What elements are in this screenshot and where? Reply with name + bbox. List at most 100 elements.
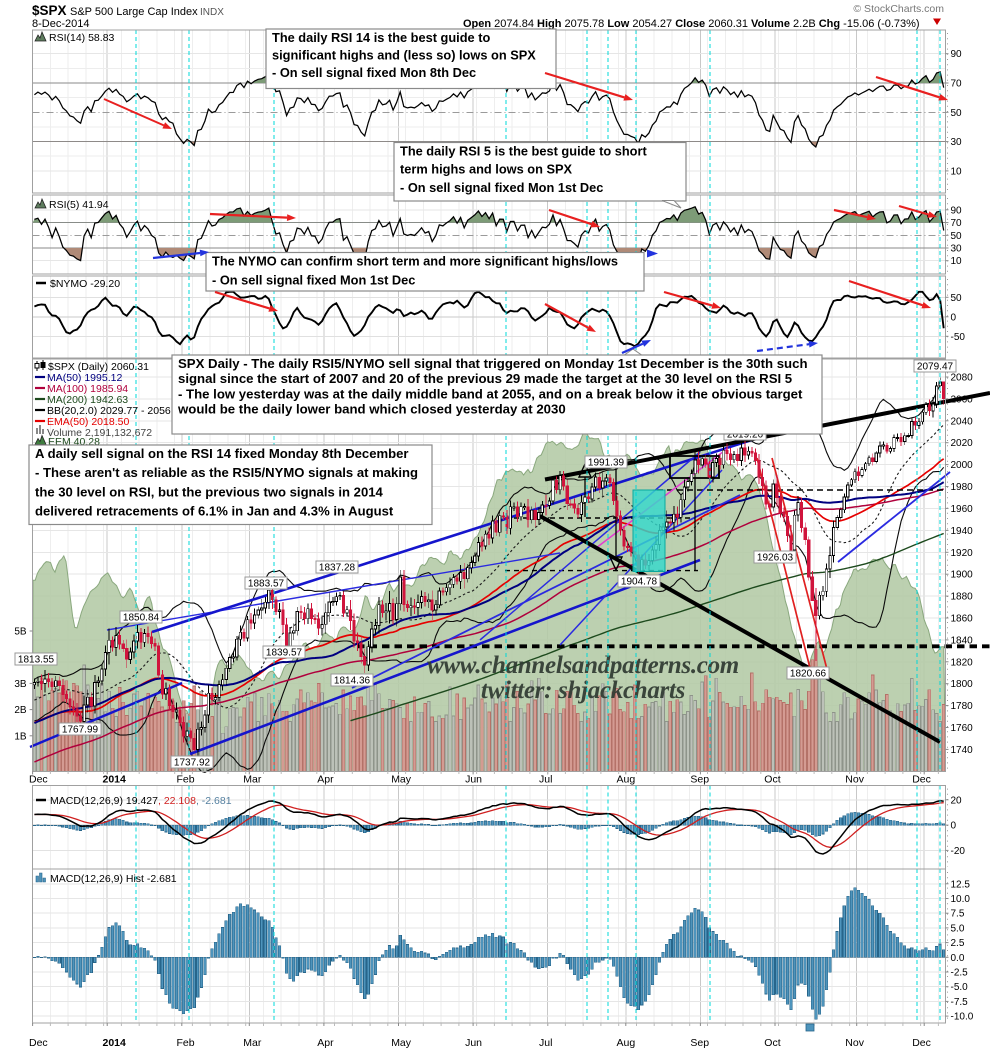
svg-text:MACD(12,26,9) Hist -2.681: MACD(12,26,9) Hist -2.681 [50, 873, 177, 885]
svg-text:www.channelsandpatterns.com: www.channelsandpatterns.com [427, 652, 739, 679]
svg-text:12.5: 12.5 [951, 879, 971, 890]
svg-text:S&P 500 Large Cap Index: S&P 500 Large Cap Index [70, 6, 198, 18]
svg-text:May: May [391, 774, 412, 786]
svg-text:1800: 1800 [951, 679, 974, 690]
svg-text:Oct: Oct [764, 774, 780, 786]
svg-text:0.0: 0.0 [951, 953, 965, 964]
svg-text:Feb: Feb [177, 1037, 195, 1049]
svg-text:1920: 1920 [951, 548, 974, 559]
svg-text:The NYMO can confirm short ter: The NYMO can confirm short term and more… [212, 254, 618, 269]
svg-text:Aug: Aug [617, 774, 636, 786]
svg-text:2000: 2000 [951, 460, 974, 471]
svg-text:INDX: INDX [200, 7, 224, 18]
svg-text:50: 50 [951, 108, 963, 119]
svg-text:1820.66: 1820.66 [790, 669, 827, 680]
svg-text:1860: 1860 [951, 614, 974, 625]
svg-text:Dec: Dec [912, 1037, 931, 1049]
svg-text:- On sell signal fixed Mon 1st: - On sell signal fixed Mon 1st Dec [400, 180, 603, 195]
svg-text:Jul: Jul [539, 774, 552, 786]
svg-text:-2.5: -2.5 [951, 968, 969, 979]
svg-text:1850.84: 1850.84 [123, 613, 160, 624]
svg-text:2040: 2040 [951, 416, 974, 427]
svg-text:-50: -50 [951, 332, 966, 343]
svg-text:Apr: Apr [317, 1037, 334, 1049]
svg-text:30: 30 [951, 244, 963, 255]
svg-text:Mar: Mar [243, 1037, 262, 1049]
svg-text:© StockCharts.com: © StockCharts.com [853, 3, 944, 15]
svg-text:10: 10 [951, 166, 963, 177]
svg-text:EMA(50) 2018.50: EMA(50) 2018.50 [47, 416, 129, 428]
svg-text:2079.47: 2079.47 [917, 362, 954, 373]
svg-text:70: 70 [951, 79, 963, 90]
svg-text:MA(200) 1942.63: MA(200) 1942.63 [47, 394, 128, 406]
svg-text:-7.5: -7.5 [951, 997, 969, 1008]
svg-text:Mar: Mar [243, 774, 262, 786]
svg-text:RSI(5) 41.94: RSI(5) 41.94 [49, 199, 109, 211]
svg-text:2019.26: 2019.26 [727, 430, 764, 441]
svg-text:- On sell signal fixed Mon 1st: - On sell signal fixed Mon 1st Dec [212, 273, 415, 288]
svg-text:2B: 2B [14, 705, 27, 716]
svg-text:1940: 1940 [951, 526, 974, 537]
svg-text:Dec: Dec [29, 774, 48, 786]
svg-text:1900: 1900 [951, 570, 974, 581]
svg-text:2020: 2020 [951, 438, 974, 449]
svg-text:-20: -20 [951, 846, 966, 857]
svg-text:1820: 1820 [951, 657, 974, 668]
svg-text:5.0: 5.0 [951, 923, 965, 934]
svg-text:The daily RSI 5 is the best gu: The daily RSI 5 is the best guide to sho… [400, 144, 647, 159]
svg-text:8-Dec-2014: 8-Dec-2014 [32, 18, 89, 30]
svg-text:significant highs and (less so: significant highs and (less so) lows on … [272, 48, 536, 63]
svg-text:20: 20 [951, 795, 963, 806]
svg-text:1813.55: 1813.55 [18, 655, 55, 666]
svg-text:2014: 2014 [103, 774, 127, 786]
svg-text:SPX Daily - The daily RSI5/NYM: SPX Daily - The daily RSI5/NYMO sell sig… [178, 356, 808, 371]
svg-text:Sep: Sep [690, 1037, 709, 1049]
svg-text:1926.03: 1926.03 [757, 553, 794, 564]
svg-text:-10.0: -10.0 [951, 1012, 974, 1023]
svg-text:would be the daily lower band: would be the daily lower band which clos… [177, 402, 566, 417]
svg-text:$NYMO -29.20: $NYMO -29.20 [50, 278, 120, 290]
svg-text:1880: 1880 [951, 592, 974, 603]
svg-text:Nov: Nov [845, 774, 864, 786]
svg-text:2080: 2080 [951, 373, 974, 384]
svg-text:Feb: Feb [177, 774, 195, 786]
svg-text:Volume 2,191,132,672: Volume 2,191,132,672 [47, 427, 152, 439]
svg-text:2.5: 2.5 [951, 938, 965, 949]
svg-text:70: 70 [951, 218, 963, 229]
svg-text:- The low yesterday was at the: - The low yesterday was at the daily mid… [178, 386, 803, 401]
svg-text:50: 50 [951, 231, 963, 242]
svg-text:$SPX (Daily) 2060.31: $SPX (Daily) 2060.31 [48, 361, 149, 373]
svg-text:1767.99: 1767.99 [62, 725, 99, 736]
svg-text:1B: 1B [14, 731, 27, 742]
svg-text:$SPX: $SPX [32, 3, 67, 18]
svg-text:1839.57: 1839.57 [266, 648, 303, 659]
svg-text:-5.0: -5.0 [951, 982, 969, 993]
svg-text:1840: 1840 [951, 635, 974, 646]
svg-text:0: 0 [951, 312, 957, 323]
svg-text:Aug: Aug [617, 1037, 636, 1049]
svg-text:Dec: Dec [912, 774, 931, 786]
svg-text:2014: 2014 [103, 1037, 127, 1049]
svg-text:90: 90 [951, 205, 963, 216]
svg-text:1837.28: 1837.28 [319, 563, 356, 574]
svg-text:2060: 2060 [951, 394, 974, 405]
svg-text:RSI(14) 58.83: RSI(14) 58.83 [49, 32, 115, 44]
svg-text:Apr: Apr [317, 774, 334, 786]
svg-text:7.5: 7.5 [951, 909, 965, 920]
svg-text:MACD(12,26,9) 19.427, 22.108,: MACD(12,26,9) 19.427, 22.108, -2.681 [50, 795, 232, 807]
svg-text:- On sell signal fixed Mon 8th: - On sell signal fixed Mon 8th Dec [272, 65, 476, 80]
svg-text:BB(20,2.0) 2029.77 - 2056.61: BB(20,2.0) 2029.77 - 2056.61 [47, 405, 186, 417]
svg-text:delivered retracements of 6.1%: delivered retracements of 6.1% in Jan an… [35, 504, 394, 519]
svg-text:signal since the start of 2007: signal since the start of 2007 and 20 of… [178, 371, 792, 386]
svg-text:Open 2074.84 High 2075.78 Low: Open 2074.84 High 2075.78 Low 2054.27 Cl… [463, 18, 920, 30]
svg-text:10.0: 10.0 [951, 894, 971, 905]
svg-text:May: May [391, 1037, 412, 1049]
svg-text:the 30 level on RSI, but the p: the 30 level on RSI, but the previous tw… [35, 484, 384, 499]
svg-text:1760: 1760 [951, 723, 974, 734]
svg-text:Jun: Jun [465, 1037, 482, 1049]
svg-text:Jun: Jun [465, 774, 482, 786]
svg-text:1980: 1980 [951, 482, 974, 493]
svg-text:term highs and lows on SPX: term highs and lows on SPX [400, 162, 573, 177]
svg-text:MA(50) 1995.12: MA(50) 1995.12 [47, 372, 122, 384]
svg-text:MA(100) 1985.94: MA(100) 1985.94 [47, 383, 128, 395]
